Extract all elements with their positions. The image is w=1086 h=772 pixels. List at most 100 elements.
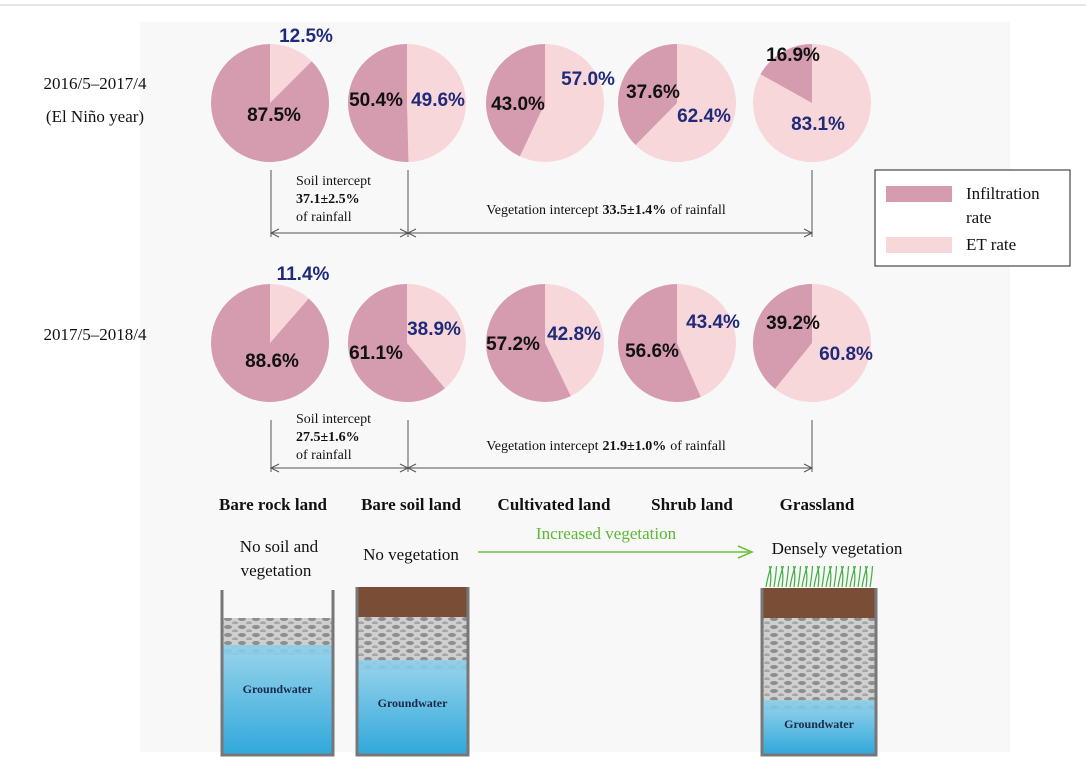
grass	[797, 565, 802, 588]
water-layer	[762, 700, 876, 755]
land-type: Shrub land	[651, 495, 733, 514]
period-label: 2016/5–2017/4	[44, 74, 147, 93]
infiltration-label: 39.2%	[766, 313, 820, 334]
grass	[833, 565, 838, 588]
pie-slice-infiltration	[760, 44, 812, 103]
grass	[837, 565, 845, 588]
pie-slice-infiltration	[486, 44, 545, 157]
pie-slice-et	[270, 44, 312, 103]
legend-swatch	[886, 237, 952, 253]
legend-label: rate	[966, 208, 991, 227]
land-type: Grassland	[780, 495, 855, 514]
et-label: 11.4%	[277, 264, 330, 285]
period-label: (El Niño year)	[46, 107, 144, 126]
grass	[813, 565, 821, 588]
et-label: 83.1%	[791, 114, 845, 135]
pie-slice-infiltration	[618, 284, 701, 402]
et-label: 12.5%	[279, 26, 333, 47]
groundwater-label: Groundwater	[784, 717, 854, 731]
arrow-head	[406, 228, 814, 238]
vegetation-intercept-part: of rainfall	[670, 203, 726, 218]
pie-slice-et	[545, 284, 604, 397]
land-type: Cultivated land	[498, 495, 611, 514]
water-layer	[222, 645, 333, 755]
pie-slice-infiltration	[753, 284, 812, 389]
et-label: 49.6%	[411, 90, 465, 111]
grass	[849, 565, 857, 588]
grass	[845, 565, 850, 588]
period-label: 2017/5–2018/4	[44, 325, 147, 344]
grass	[785, 565, 790, 588]
grass	[828, 565, 832, 588]
pie-slice-et	[270, 284, 309, 343]
legend-label: Infiltration	[966, 184, 1040, 203]
groundwater-label: Groundwater	[378, 696, 448, 710]
pie-slice-infiltration	[486, 284, 571, 402]
et-label: 38.9%	[407, 319, 461, 340]
container	[760, 588, 878, 757]
soil-intercept: 27.5±1.6%	[296, 430, 360, 445]
grass	[777, 565, 785, 588]
grass	[864, 565, 868, 588]
et-label: 43.4%	[686, 312, 740, 333]
rock-layer	[762, 618, 876, 710]
et-label: 42.8%	[547, 324, 601, 345]
pie-slice-infiltration	[348, 284, 445, 402]
groundwater-label: Groundwater	[243, 682, 313, 696]
land-type: Bare soil land	[361, 495, 461, 514]
grass	[869, 565, 874, 588]
et-label: 62.4%	[677, 106, 731, 127]
pie-slice-et	[407, 284, 466, 389]
grass	[857, 565, 862, 588]
vegetation-intercept-part: 21.9±1.0%	[603, 439, 667, 454]
infiltration-label: 50.4%	[349, 90, 403, 111]
grass	[825, 565, 833, 588]
pie-slice-et	[774, 284, 871, 402]
grass	[852, 565, 856, 588]
pie-slice-infiltration	[211, 44, 329, 162]
infiltration-label: 37.6%	[626, 82, 680, 103]
vegetation-intercept-part: of rainfall	[670, 439, 726, 454]
container	[220, 590, 335, 757]
grass	[840, 565, 844, 588]
vegetation-intercept: Vegetation intercept 21.9±1.0% of rainfall	[486, 439, 726, 454]
grass	[809, 565, 814, 588]
soil-layer	[762, 588, 876, 618]
grass	[780, 565, 784, 588]
infiltration-label: 87.5%	[247, 105, 301, 126]
soil-layer	[357, 587, 468, 617]
grass	[821, 565, 826, 588]
pie-slice-infiltration	[210, 284, 329, 403]
infiltration-label: 57.2%	[486, 334, 540, 355]
grass	[792, 565, 796, 588]
grass	[801, 565, 809, 588]
water-layer	[357, 660, 468, 755]
pie-slice-et	[519, 44, 604, 162]
vegetation-intercept-part: Vegetation intercept	[486, 203, 598, 218]
soil-intercept: Soil intercept	[296, 412, 371, 427]
soil-intercept: of rainfall	[296, 210, 352, 225]
infiltration-label: 61.1%	[349, 343, 403, 364]
infiltration-label: 16.9%	[766, 45, 820, 66]
description: No vegetation	[363, 545, 459, 564]
land-type: Bare rock land	[219, 495, 328, 514]
soil-intercept: Soil intercept	[296, 174, 371, 189]
pie-slice-infiltration	[347, 44, 409, 162]
grass	[773, 565, 778, 588]
grass	[789, 565, 797, 588]
infiltration-label: 43.0%	[491, 94, 545, 115]
pie-slice-et	[677, 284, 736, 397]
arrow-head	[737, 545, 754, 559]
grass	[816, 565, 820, 588]
grass	[861, 565, 869, 588]
et-label: 57.0%	[561, 69, 615, 90]
vegetation-intercept-part: 33.5±1.4%	[603, 203, 667, 218]
infiltration-label: 88.6%	[245, 351, 299, 372]
vegetation-intercept-part: Vegetation intercept	[486, 439, 598, 454]
pie-slice-et	[635, 44, 736, 162]
soil-intercept: 37.1±2.5%	[296, 192, 360, 207]
legend-label: ET rate	[966, 235, 1016, 254]
arrow-label: Increased vegetation	[536, 524, 677, 543]
infiltration-label: 56.6%	[625, 341, 679, 362]
